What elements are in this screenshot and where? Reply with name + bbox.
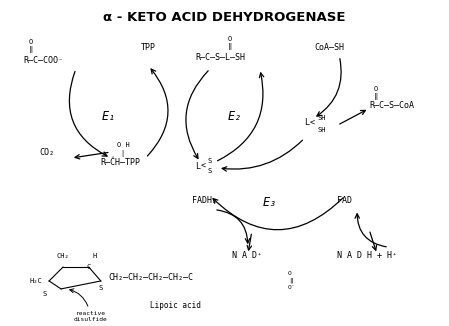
Text: α - KETO ACID DEHYDROGENASE: α - KETO ACID DEHYDROGENASE <box>103 11 345 24</box>
Text: ‖: ‖ <box>29 46 33 53</box>
Text: S: S <box>207 158 211 164</box>
Text: R–C–COO⁻: R–C–COO⁻ <box>23 56 63 65</box>
Text: ‖: ‖ <box>290 278 293 284</box>
Text: R–C–S–CoA: R–C–S–CoA <box>369 100 414 110</box>
Text: CO₂: CO₂ <box>39 148 54 157</box>
Text: <: < <box>309 118 314 127</box>
Text: CH₂: CH₂ <box>57 253 70 259</box>
Text: <: < <box>200 162 205 171</box>
Text: C: C <box>87 264 91 270</box>
Text: O: O <box>29 39 33 45</box>
Text: SH: SH <box>317 127 326 133</box>
Text: TPP: TPP <box>141 43 156 52</box>
Text: S: S <box>43 291 47 297</box>
Text: O: O <box>374 86 379 92</box>
Text: H₂C: H₂C <box>29 278 42 284</box>
Text: O⁻: O⁻ <box>288 285 295 290</box>
Text: ‖: ‖ <box>374 93 379 100</box>
Text: reactive
disulfide: reactive disulfide <box>74 311 108 321</box>
Text: N A D⁺: N A D⁺ <box>232 251 262 260</box>
Text: E₂: E₂ <box>228 111 242 124</box>
Text: E₃: E₃ <box>263 196 277 209</box>
Text: Lipoic acid: Lipoic acid <box>150 301 201 310</box>
Text: R–C–S–L–SH: R–C–S–L–SH <box>195 53 245 62</box>
Text: L: L <box>304 118 309 127</box>
Text: E₁: E₁ <box>101 111 116 124</box>
Text: |: | <box>120 150 125 157</box>
Text: O: O <box>228 36 232 42</box>
Text: ‖: ‖ <box>228 43 232 50</box>
Text: FAD: FAD <box>337 196 352 205</box>
Text: S: S <box>207 168 211 174</box>
Text: SH: SH <box>317 115 326 121</box>
Text: L: L <box>195 162 200 171</box>
Text: R–ČH–TPP: R–ČH–TPP <box>101 158 141 167</box>
Text: O H: O H <box>117 142 129 148</box>
Text: CH₂–CH₂–CH₂–CH₂–C: CH₂–CH₂–CH₂–CH₂–C <box>109 273 194 282</box>
Text: S: S <box>99 285 103 291</box>
Text: H: H <box>93 253 97 259</box>
Text: O: O <box>288 271 291 276</box>
Text: FADH₂: FADH₂ <box>192 196 217 205</box>
Text: CoA–SH: CoA–SH <box>314 43 344 52</box>
Text: N A D H + H⁺: N A D H + H⁺ <box>337 251 397 260</box>
